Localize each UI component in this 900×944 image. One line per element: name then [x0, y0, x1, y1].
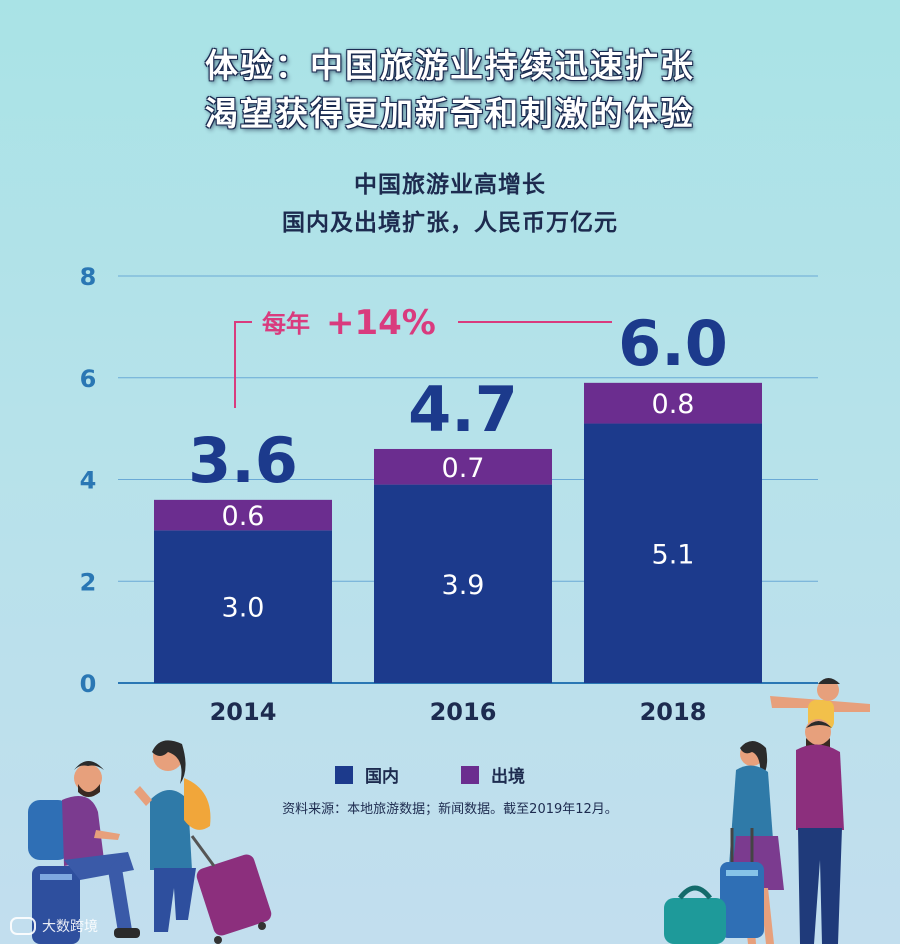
bar-total-label: 6.0	[618, 307, 728, 380]
chart-unit-note: 国内及出境扩张，人民币万亿元	[282, 210, 618, 236]
bar-domestic	[584, 423, 762, 683]
chart-title: 中国旅游业高增长	[354, 172, 546, 198]
y-tick-label: 6	[80, 365, 97, 393]
annotation-value: +14%	[326, 303, 436, 343]
bar-total-label: 4.7	[408, 373, 518, 446]
annotation-bracket	[234, 321, 252, 408]
chart-subtitle: 中国旅游业高增长 国内及出境扩张，人民币万亿元	[0, 166, 900, 242]
headline: 体验：中国旅游业持续迅速扩张 渴望获得更加新奇和刺激的体验	[0, 42, 900, 138]
headline-line-2: 渴望获得更加新奇和刺激的体验	[205, 94, 695, 133]
y-tick-label: 2	[80, 568, 97, 596]
bar-label-outbound: 0.7	[442, 453, 485, 484]
watermark-logo-icon	[10, 917, 36, 935]
source-note: 资料来源：本地旅游数据；新闻数据。截至2019年12月。	[282, 802, 618, 817]
annotation-prefix: 每年	[262, 310, 310, 338]
x-tick-label: 2016	[430, 698, 497, 726]
sitting-traveller-figure	[28, 761, 140, 944]
bar-label-domestic: 3.0	[222, 593, 265, 624]
legend-label-outbound: 出境	[491, 767, 525, 787]
y-tick-label: 0	[80, 670, 97, 698]
watermark: 大数跨境	[10, 916, 98, 936]
legend-item-outbound: 出境	[461, 762, 525, 787]
walking-traveller-figure	[134, 740, 272, 944]
legend-item-domestic: 国内	[335, 762, 399, 787]
y-tick-label: 8	[80, 263, 97, 291]
bar-total-label: 3.6	[188, 424, 298, 497]
bar-outbound	[154, 499, 332, 531]
bar-label-domestic: 3.9	[442, 570, 485, 601]
family-figures	[664, 678, 870, 944]
bar-outbound	[584, 382, 762, 424]
watermark-text: 大数跨境	[42, 919, 98, 935]
x-tick-label: 2014	[210, 698, 277, 726]
bar-outbound	[374, 448, 552, 485]
legend-swatch-outbound	[461, 765, 479, 784]
bar-label-outbound: 0.8	[652, 389, 695, 420]
x-tick-label: 2018	[640, 698, 707, 726]
bar-domestic	[154, 530, 332, 683]
legend-swatch-domestic	[335, 765, 353, 784]
y-tick-label: 4	[80, 467, 97, 495]
bar-label-domestic: 5.1	[652, 539, 695, 570]
headline-line-1: 体验：中国旅游业持续迅速扩张	[205, 46, 695, 85]
bar-domestic	[374, 484, 552, 683]
bar-label-outbound: 0.6	[222, 501, 265, 532]
chart-legend: 国内 出境	[335, 762, 587, 787]
legend-label-domestic: 国内	[365, 767, 399, 787]
